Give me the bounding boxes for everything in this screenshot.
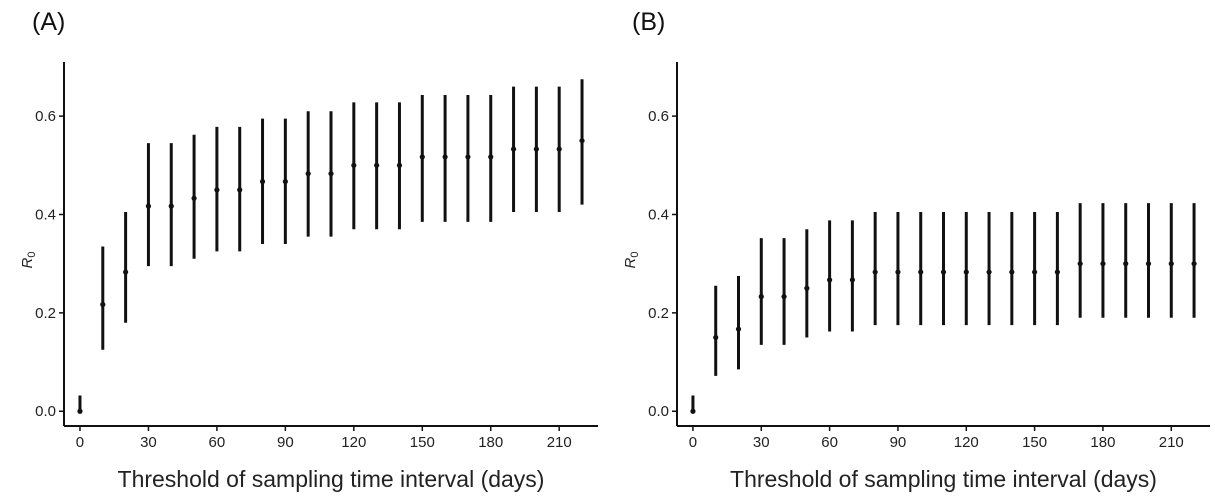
y-axis-label: R0 [19,252,38,269]
data-point [1054,269,1060,275]
data-point [713,334,719,341]
data-point [305,171,311,177]
data-point [1077,261,1083,267]
panel-a-chart: 0.0 0.2 0.4 0.6 0 30 60 90 120 150 180 210Threshold… [19,62,598,492]
y-tick-label: 0.6 [35,108,56,125]
data-point [1191,261,1197,267]
data-point [827,277,833,283]
data-point [579,138,585,144]
x-tick-label: 0 [689,434,697,451]
data-point [374,162,380,168]
data-point [282,178,288,185]
data-point [168,203,174,209]
data-point [259,178,266,185]
x-axis-label: Threshold of sampling time interval (day… [730,466,1157,492]
panel-a: (A) 0.0 0.2 0.4 0.6 0 30 60 90 120 150 180 210 Thres… [0,0,600,497]
data-point [735,326,742,332]
x-tick-label: 60 [821,434,838,451]
x-tick-label: 210 [547,434,572,451]
y-tick-label: 0.6 [648,108,669,125]
x-tick-label: 90 [277,434,294,451]
x-tick-label: 120 [954,434,979,451]
y-tick-label: 0.4 [648,206,669,223]
data-point [533,146,539,152]
data-point [191,195,197,201]
data-point [396,162,403,168]
data-point [214,187,220,193]
data-point [145,203,152,209]
data-point [77,408,83,414]
data-point [940,269,947,275]
data-point [758,294,764,300]
panel-b: (B) 0.0 0.2 0.4 0.6 0 30 60 90 120 150 180 210 Thres… [610,0,1210,497]
panel-b-label: (B) [632,8,666,36]
x-tick-label: 120 [341,434,366,451]
x-axis-label: Threshold of sampling time interval (day… [118,466,545,492]
data-point [123,269,129,275]
data-point [1009,269,1015,275]
data-point [1145,261,1152,267]
x-tick-label: 30 [140,434,157,451]
data-point [872,269,878,275]
data-point [100,301,106,308]
data-point [918,269,924,275]
x-tick-label: 30 [753,434,770,451]
x-tick-label: 150 [1022,434,1047,451]
panel-b-chart: 0.0 0.2 0.4 0.6 0 30 60 90 120 150 180 210Threshold… [622,62,1210,492]
data-point [895,269,901,275]
data-point [488,154,494,160]
data-point [1100,261,1106,267]
data-point [849,277,855,283]
data-point [1123,261,1129,267]
data-point [1168,261,1174,267]
data-point [986,269,992,275]
x-tick-label: 180 [478,434,503,451]
data-point [351,162,357,168]
data-point [237,187,243,193]
y-tick-label: 0.2 [648,305,669,322]
data-point [556,146,562,152]
x-tick-label: 180 [1090,434,1115,451]
data-point [510,146,517,152]
x-tick-label: 150 [410,434,435,451]
y-tick-label: 0.2 [35,305,56,322]
data-point [1032,269,1038,275]
data-point [963,269,969,275]
data-point [442,154,448,160]
data-point [781,294,787,300]
y-tick-label: 0.0 [35,403,56,420]
data-point [419,154,425,160]
y-tick-label: 0.0 [648,403,669,420]
x-tick-label: 90 [890,434,907,451]
y-axis-label: R0 [622,252,641,269]
x-tick-label: 210 [1159,434,1184,451]
x-tick-label: 60 [209,434,226,451]
data-point [804,285,810,291]
panel-a-label: (A) [32,8,66,36]
x-tick-label: 0 [76,434,84,451]
data-point [328,171,334,177]
y-tick-label: 0.4 [35,206,56,223]
data-point [465,154,471,160]
data-point [690,408,696,414]
